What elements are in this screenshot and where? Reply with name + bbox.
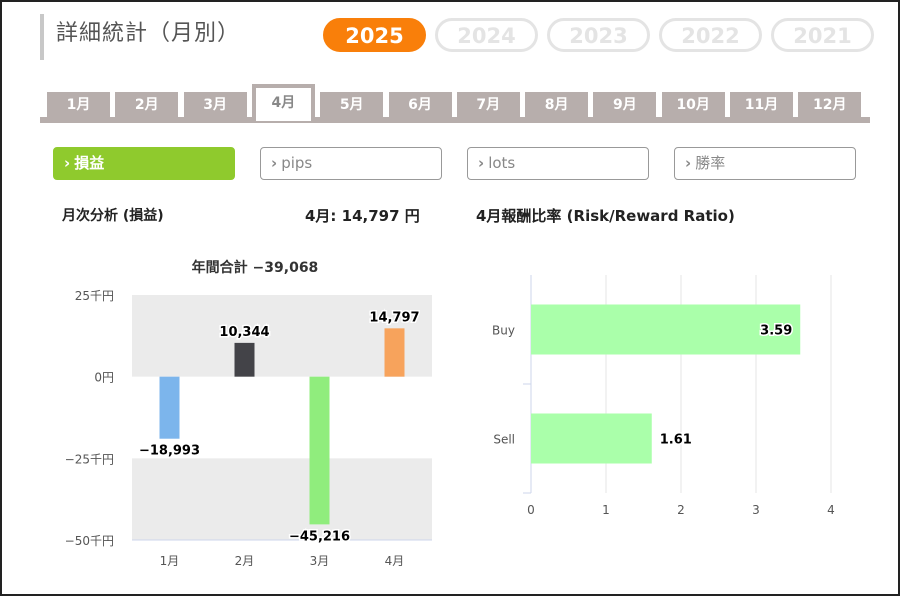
data-label: −45,216: [289, 529, 350, 544]
x-tick-label: 1: [602, 503, 610, 517]
left-section-heading: 月次分析 (損益): [62, 208, 164, 224]
year-2023-button[interactable]: 2023: [547, 18, 650, 52]
metric-label: 勝率: [695, 154, 726, 172]
metric-1-button[interactable]: › 損益: [53, 147, 235, 180]
chevron-right-icon: ›: [685, 154, 692, 172]
x-tick-label: 2月: [235, 554, 255, 568]
tab-month-2[interactable]: 2月: [115, 92, 179, 118]
y-tick-label: 25千円: [75, 289, 114, 303]
data-label: 14,797: [369, 310, 419, 325]
y-tick-label: Sell: [493, 433, 515, 447]
tab-month-8[interactable]: 8月: [525, 92, 589, 118]
y-tick-label: Buy: [492, 324, 515, 338]
monthly-pl-chart: 年間合計 −39,068 25千円 0円 −25千円 −50千円 −18,993 1月 10,…: [65, 259, 432, 568]
tab-month-1[interactable]: 1月: [47, 92, 110, 118]
right-section-heading: 4月報酬比率 (Risk/Reward Ratio): [476, 207, 735, 225]
metric-label: pips: [281, 154, 313, 172]
metric-label: lots: [488, 154, 516, 172]
data-label: 10,344: [219, 325, 269, 340]
x-tick-label: 3: [752, 503, 760, 517]
month-summary: 4月: 14,797 円: [305, 207, 420, 225]
y-tick-label: −50千円: [65, 534, 114, 548]
tab-month-7[interactable]: 7月: [456, 92, 520, 118]
x-tick-label: 4: [827, 503, 835, 517]
bar-Sell: [531, 413, 652, 464]
metric-label: 損益: [74, 154, 105, 172]
chevron-right-icon: ›: [478, 154, 485, 172]
page-title: 詳細統計（月別）: [40, 14, 240, 60]
data-label: −18,993: [139, 444, 200, 459]
bar-1月: [159, 376, 180, 439]
tab-month-4[interactable]: 4月: [251, 84, 315, 121]
tab-month-5[interactable]: 5月: [320, 92, 384, 118]
y-tick-label: 0円: [94, 371, 114, 385]
bar-2月: [234, 342, 255, 377]
tab-month-9[interactable]: 9月: [593, 92, 657, 118]
page-title-text: 詳細統計（月別）: [56, 21, 241, 46]
y-tick-label: −25千円: [65, 452, 114, 466]
x-tick-label: 1月: [160, 554, 180, 568]
tab-month-12[interactable]: 12月: [798, 92, 862, 118]
x-tick-label: 4月: [385, 554, 405, 568]
bar-4月: [384, 328, 405, 377]
chevron-right-icon: ›: [64, 154, 71, 172]
year-2021-button[interactable]: 2021: [771, 18, 874, 52]
bar-Buy: [531, 304, 801, 355]
year-2025-button[interactable]: 2025: [323, 18, 426, 52]
chevron-right-icon: ›: [271, 154, 278, 172]
year-2024-button[interactable]: 2024: [435, 18, 538, 52]
tab-month-11[interactable]: 11月: [730, 92, 793, 118]
risk-reward-chart: 0 1 2 3 4 Buy 3.59 Sell 1.61: [492, 275, 835, 517]
plot-band: [132, 295, 432, 377]
month-tab-strip: [40, 117, 870, 123]
bar-3月: [309, 376, 330, 525]
tab-month-3[interactable]: 3月: [183, 92, 247, 118]
data-label: 1.61: [660, 433, 692, 448]
year-2022-button[interactable]: 2022: [659, 18, 762, 52]
data-label: 3.59: [760, 324, 792, 339]
metric-4-button[interactable]: › 勝率: [674, 147, 856, 180]
x-tick-label: 3月: [310, 554, 330, 568]
tab-month-6[interactable]: 6月: [388, 92, 452, 118]
metric-3-button[interactable]: › lots: [467, 147, 649, 180]
plot-band: [132, 458, 432, 540]
metric-2-button[interactable]: › pips: [260, 147, 442, 180]
x-tick-label: 2: [677, 503, 685, 517]
tab-month-10[interactable]: 10月: [661, 92, 725, 118]
chart-title: 年間合計 −39,068: [192, 259, 319, 276]
x-tick-label: 0: [527, 503, 535, 517]
